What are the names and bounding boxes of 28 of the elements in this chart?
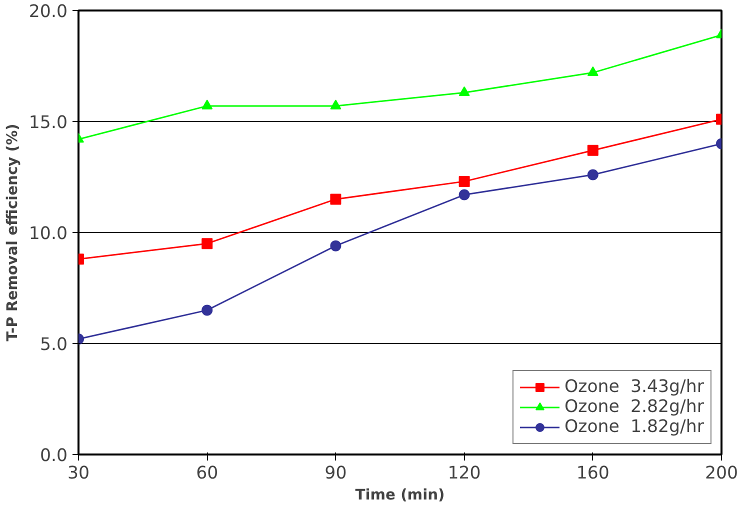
- x-tick-label: 30: [67, 464, 90, 484]
- point: [330, 240, 342, 252]
- y-tick-label: 10.0: [28, 224, 68, 244]
- point: [202, 238, 213, 250]
- point: [202, 100, 213, 110]
- legend-label: Ozone 2.82g/hr: [564, 397, 704, 417]
- x-tick-label: 90: [324, 464, 347, 484]
- point: [458, 176, 470, 187]
- legend-label: Ozone 1.82g/hr: [564, 417, 704, 437]
- point: [587, 144, 598, 156]
- point: [587, 169, 598, 180]
- x-tick-label: 160: [576, 464, 610, 484]
- x-tick-label: 60: [196, 464, 218, 484]
- point: [458, 86, 470, 96]
- x-tick-label: 200: [704, 464, 738, 484]
- legend-label: Ozone 3.43g/hr: [564, 377, 704, 397]
- x-tick-label: 120: [448, 464, 481, 484]
- y-tick-label: 0.0: [40, 446, 68, 466]
- point: [587, 66, 598, 76]
- y-tick-label: 15.0: [28, 113, 68, 133]
- y-tick-label: 20.0: [28, 2, 68, 22]
- point: [330, 194, 342, 205]
- point: [202, 304, 213, 316]
- y-tick-label: 5.0: [40, 335, 68, 355]
- x-axis-title: Time (min): [355, 486, 445, 504]
- y-axis-title: T-P Removal efficiency (%): [4, 124, 21, 342]
- point: [330, 100, 342, 110]
- point: [458, 189, 470, 200]
